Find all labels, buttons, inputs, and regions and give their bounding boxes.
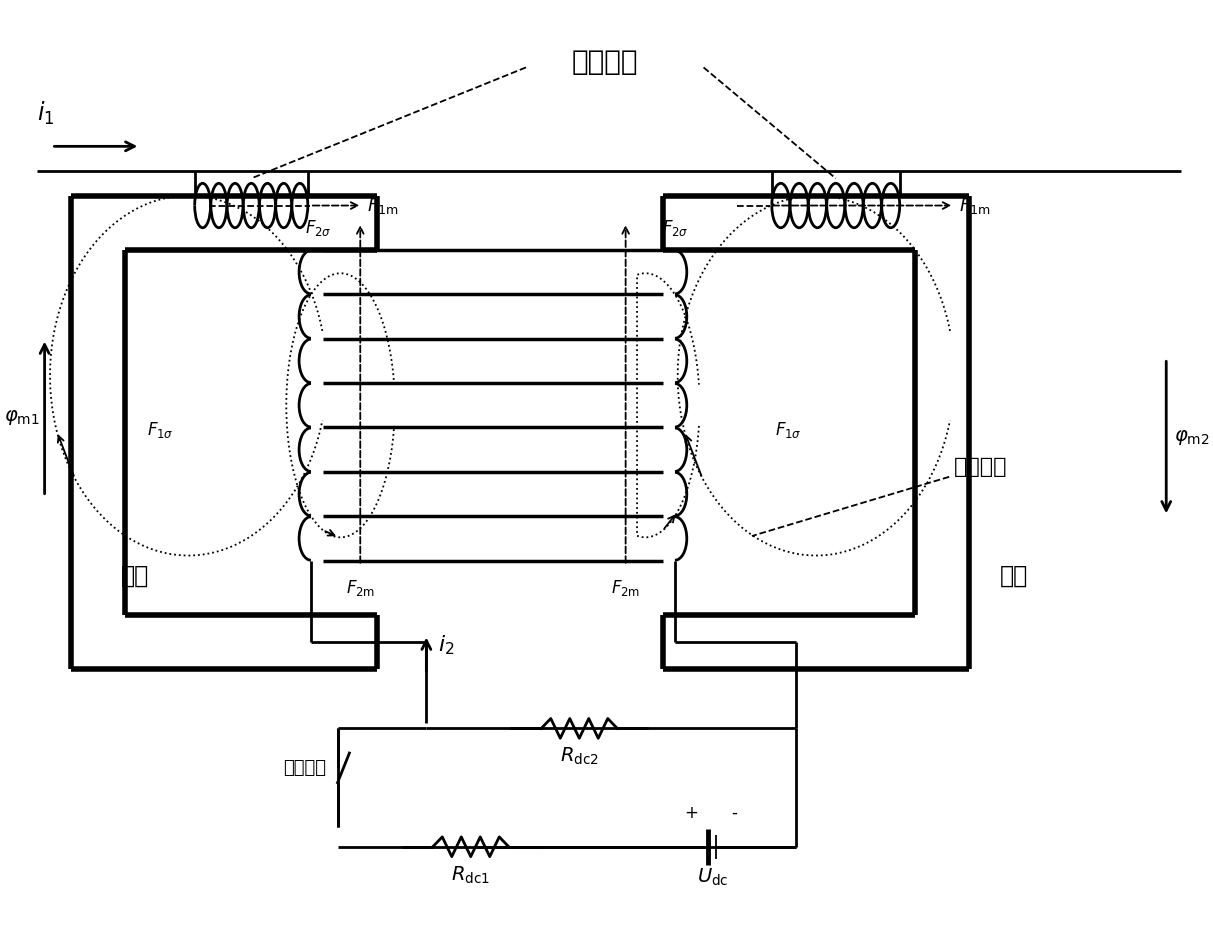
Text: 一次绕组: 一次绕组 — [571, 47, 638, 76]
Text: 铁心: 铁心 — [120, 564, 149, 588]
Text: 快速开关: 快速开关 — [283, 759, 326, 777]
Text: +: + — [684, 804, 697, 822]
Text: $\varphi_{\mathrm{m1}}$: $\varphi_{\mathrm{m1}}$ — [4, 408, 40, 427]
Text: -: - — [731, 804, 738, 822]
Text: $F_{2\sigma}$: $F_{2\sigma}$ — [304, 218, 331, 238]
Text: $F_{\mathrm{1m}}$: $F_{\mathrm{1m}}$ — [959, 196, 991, 216]
Text: $F_{1\sigma}$: $F_{1\sigma}$ — [775, 420, 802, 439]
Text: 励磁绕组: 励磁绕组 — [955, 457, 1008, 477]
Text: $F_{\mathrm{2m}}$: $F_{\mathrm{2m}}$ — [611, 578, 640, 599]
Text: $F_{\mathrm{2m}}$: $F_{\mathrm{2m}}$ — [346, 578, 375, 599]
Text: $R_{\mathrm{dc2}}$: $R_{\mathrm{dc2}}$ — [559, 746, 599, 768]
Text: 铁心: 铁心 — [1000, 564, 1029, 588]
Text: $i_2$: $i_2$ — [438, 634, 455, 657]
Text: $F_{\mathrm{1m}}$: $F_{\mathrm{1m}}$ — [368, 196, 399, 216]
Text: $F_{1\sigma}$: $F_{1\sigma}$ — [148, 420, 173, 439]
Text: $\varphi_{\mathrm{m2}}$: $\varphi_{\mathrm{m2}}$ — [1174, 428, 1209, 447]
Text: $R_{\mathrm{dc1}}$: $R_{\mathrm{dc1}}$ — [451, 865, 490, 886]
Text: $i_1$: $i_1$ — [36, 99, 55, 127]
Text: $U_{\mathrm{dc}}$: $U_{\mathrm{dc}}$ — [696, 867, 728, 888]
Text: $F_{2\sigma}$: $F_{2\sigma}$ — [661, 218, 688, 238]
